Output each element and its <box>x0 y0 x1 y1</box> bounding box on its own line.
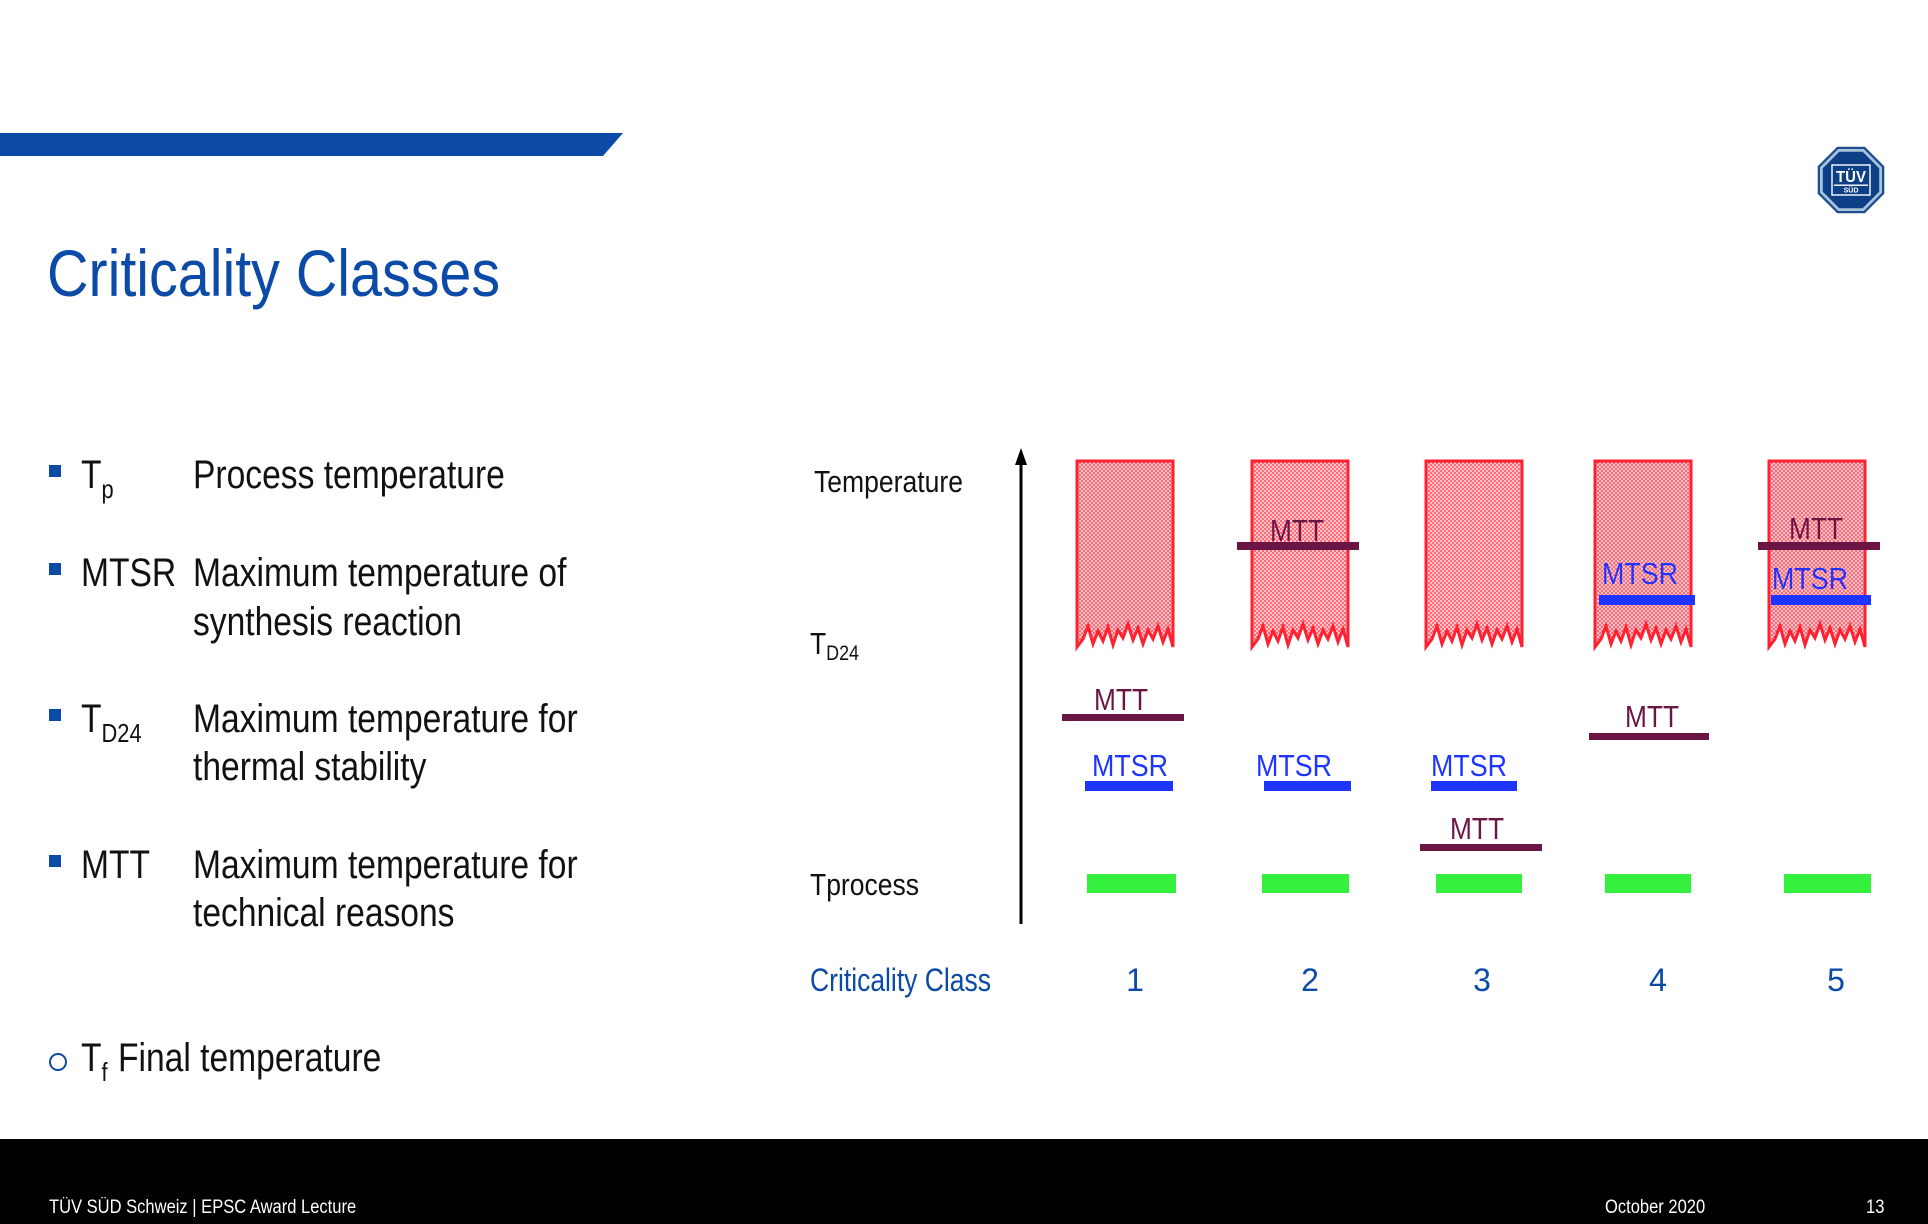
td24-subscript: D24 <box>826 642 859 665</box>
column-class-4: MTSR MTT 4 <box>1589 556 1709 998</box>
symbol-subscript: p <box>101 474 114 504</box>
square-bullet-icon <box>49 465 61 477</box>
slide-title: Criticality Classes <box>47 236 501 310</box>
square-bullet-icon <box>49 855 61 867</box>
class-number: 1 <box>1126 962 1144 998</box>
circle-bullet-icon <box>49 1053 67 1071</box>
symbol-main: T <box>81 453 102 497</box>
td24-level-label: TD24 <box>810 626 859 665</box>
mtsr-level-line <box>1264 781 1351 791</box>
x-axis-label: Criticality Class <box>810 962 991 998</box>
footer-bar <box>0 1139 1928 1224</box>
footer-date: October 2020 <box>1605 1197 1706 1218</box>
mtsr-level-line <box>1771 595 1871 605</box>
mtsr-level-label: MTSR <box>1256 748 1332 783</box>
column-2-runaway-zone <box>1250 459 1350 649</box>
definition-symbol: MTT <box>81 845 150 885</box>
mtt-level-line <box>1237 542 1359 550</box>
symbol-subscript: D24 <box>101 718 142 748</box>
td24-symbol: T <box>810 626 826 661</box>
definition-text: thermal stability <box>193 745 427 789</box>
y-axis-label: Temperature <box>814 464 963 499</box>
tprocess-level-label: Tprocess <box>810 867 919 902</box>
column-3-runaway-zone <box>1424 459 1524 649</box>
mtt-level-label: MTT <box>1094 682 1148 717</box>
symbol-main: MTSR <box>81 551 177 595</box>
symbol-main: T <box>81 697 102 741</box>
definition-text: technical reasons <box>193 891 455 935</box>
column-class-5: MTT MTSR 5 <box>1758 511 1880 998</box>
logo-text-frame <box>1831 164 1871 196</box>
mtsr-level-label: MTSR <box>1431 748 1507 783</box>
mtt-level-line <box>1758 542 1880 550</box>
mtt-level-label: MTT <box>1450 811 1504 846</box>
definition-text: Maximum temperature of <box>193 551 567 595</box>
criticality-diagram: Temperature TD24 Tprocess Criticality Cl… <box>810 448 1880 998</box>
definition-text: Process temperature <box>193 453 505 497</box>
arrow-up-icon <box>1015 448 1027 465</box>
definition-symbol: MTSR <box>81 553 176 593</box>
logo-inner-octagon <box>1822 151 1880 209</box>
definition-text: Maximum temperature for <box>193 843 578 887</box>
column-class-2: MTT MTSR 2 <box>1237 513 1359 998</box>
square-bullet-icon <box>49 709 61 721</box>
symbol-main: MTT <box>81 843 151 887</box>
logo-text-tuv: TÜV <box>1836 167 1866 186</box>
mtsr-level-label: MTSR <box>1772 561 1848 596</box>
mtt-level-line <box>1420 844 1542 851</box>
mtsr-level-label: MTSR <box>1092 748 1168 783</box>
note-text: Final temperature <box>118 1036 382 1080</box>
mtsr-level-line <box>1599 595 1695 605</box>
column-class-3: MTSR MTT 3 <box>1420 748 1542 998</box>
class-number: 2 <box>1301 962 1319 998</box>
square-bullet-icon <box>49 563 61 575</box>
mtt-level-label: MTT <box>1789 511 1843 546</box>
mtt-level-line <box>1062 714 1184 721</box>
header-accent-bar <box>0 133 623 156</box>
logo-text-sud: SÜD <box>1844 186 1859 195</box>
mtsr-level-label: MTSR <box>1602 556 1678 591</box>
definition-text: synthesis reaction <box>193 600 462 644</box>
class-number: 5 <box>1827 962 1845 998</box>
column-class-1: MTT MTSR 1 <box>1062 682 1184 998</box>
class-number: 3 <box>1473 962 1491 998</box>
mtt-level-label: MTT <box>1625 699 1679 734</box>
tprocess-level-bar <box>1784 874 1871 893</box>
tprocess-level-bar <box>1605 874 1691 893</box>
column-5-runaway-zone <box>1767 459 1867 649</box>
note-symbol: Tf <box>81 1038 108 1085</box>
footer-source: TÜV SÜD Schweiz | EPSC Award Lecture <box>49 1197 357 1218</box>
definition-text: Maximum temperature for <box>193 697 578 741</box>
tprocess-level-bar <box>1262 874 1349 893</box>
mtsr-level-line <box>1431 781 1517 791</box>
mtt-level-label: MTT <box>1270 513 1324 548</box>
tuv-sud-logo: TÜV SÜD <box>1817 146 1885 214</box>
column-1-runaway-zone <box>1075 459 1175 649</box>
column-4-runaway-zone <box>1593 459 1693 649</box>
mtsr-level-line <box>1085 781 1173 791</box>
logo-divider <box>1834 184 1868 186</box>
symbol-subscript: f <box>101 1057 108 1087</box>
definition-symbol: Tp <box>81 455 114 502</box>
page-number: 13 <box>1866 1197 1885 1218</box>
tprocess-level-bar <box>1436 874 1522 893</box>
mtt-level-line <box>1589 733 1709 740</box>
definition-symbol: TD24 <box>81 699 142 746</box>
symbol-main: T <box>81 1036 102 1080</box>
class-number: 4 <box>1649 962 1667 998</box>
tprocess-level-bar <box>1087 874 1176 893</box>
